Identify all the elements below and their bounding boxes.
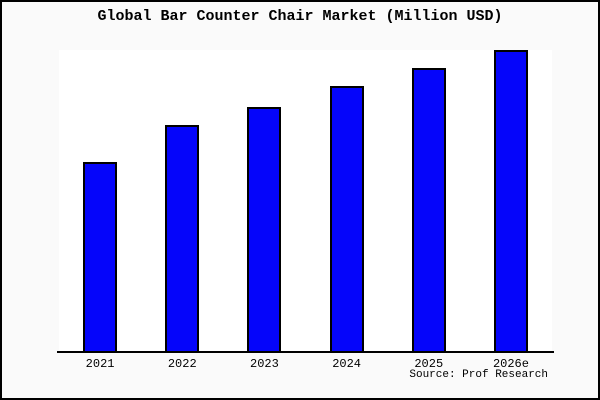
x-axis-labels: 2021 2022 2023 2024 2025 2026e <box>59 357 552 371</box>
x-tick-label-2021: 2021 <box>85 357 115 371</box>
x-tick-label-2024: 2024 <box>332 357 361 371</box>
bar-2024 <box>329 86 364 352</box>
x-axis-line <box>57 351 554 353</box>
source-credit: Source: Prof Research <box>409 369 548 381</box>
bar-2025 <box>411 68 446 352</box>
x-tick-label-2023: 2023 <box>250 357 279 371</box>
x-tick-label-2022: 2022 <box>167 357 197 371</box>
bar-2023 <box>247 107 282 352</box>
bar-slot <box>388 50 470 352</box>
plot-area <box>59 50 552 352</box>
bar-2022 <box>165 125 200 352</box>
bar-2021 <box>83 162 118 352</box>
chart-title: Global Bar Counter Chair Market (Million… <box>97 8 503 25</box>
bar-slot <box>306 50 388 352</box>
x-tick-label-2025: 2025 <box>414 357 444 371</box>
bar-slot <box>141 50 223 352</box>
bar-slot <box>59 50 141 352</box>
x-tick-label-2026e: 2026e <box>492 357 529 371</box>
bar-2026e <box>493 50 528 352</box>
bar-slot <box>223 50 305 352</box>
bar-slot <box>470 50 552 352</box>
